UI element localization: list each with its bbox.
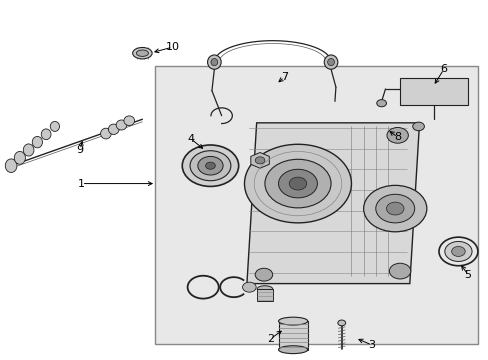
Ellipse shape (23, 144, 34, 156)
Circle shape (386, 127, 407, 143)
Ellipse shape (327, 59, 334, 66)
Ellipse shape (108, 124, 119, 134)
Circle shape (205, 162, 215, 169)
Polygon shape (257, 289, 272, 301)
Polygon shape (399, 78, 467, 105)
Text: 3: 3 (367, 340, 375, 350)
Circle shape (264, 159, 330, 208)
Circle shape (444, 242, 471, 261)
Circle shape (288, 177, 306, 190)
Circle shape (194, 281, 211, 294)
Ellipse shape (50, 121, 60, 131)
Circle shape (255, 268, 272, 281)
Polygon shape (250, 153, 269, 168)
Circle shape (388, 263, 410, 279)
Ellipse shape (116, 120, 126, 130)
Ellipse shape (123, 116, 134, 126)
Ellipse shape (5, 159, 17, 172)
Ellipse shape (337, 320, 345, 326)
Circle shape (386, 202, 403, 215)
Circle shape (182, 145, 238, 186)
Polygon shape (154, 66, 477, 344)
Circle shape (451, 247, 464, 256)
Circle shape (412, 122, 424, 131)
Circle shape (375, 194, 414, 223)
Ellipse shape (101, 128, 111, 139)
Text: 2: 2 (266, 334, 273, 344)
Circle shape (255, 157, 264, 164)
Text: 4: 4 (187, 134, 194, 144)
Circle shape (190, 151, 230, 181)
Ellipse shape (278, 317, 307, 325)
Text: 6: 6 (440, 64, 447, 74)
Circle shape (244, 144, 351, 223)
Text: 7: 7 (280, 72, 287, 82)
Circle shape (198, 157, 223, 175)
Text: 5: 5 (464, 270, 471, 280)
Ellipse shape (278, 346, 307, 354)
Text: 10: 10 (165, 42, 179, 52)
Text: 9: 9 (77, 145, 83, 155)
Polygon shape (278, 321, 307, 350)
Ellipse shape (41, 129, 51, 140)
Ellipse shape (210, 59, 217, 66)
Circle shape (376, 100, 386, 107)
Text: 1: 1 (78, 179, 85, 189)
Ellipse shape (132, 48, 152, 59)
Circle shape (242, 282, 256, 292)
Text: 8: 8 (393, 132, 400, 142)
Ellipse shape (32, 136, 42, 148)
Ellipse shape (14, 152, 25, 164)
Ellipse shape (207, 55, 221, 69)
Circle shape (278, 169, 317, 198)
Ellipse shape (136, 50, 148, 57)
Polygon shape (246, 123, 419, 284)
Circle shape (363, 185, 426, 232)
Ellipse shape (257, 286, 272, 292)
Ellipse shape (324, 55, 337, 69)
